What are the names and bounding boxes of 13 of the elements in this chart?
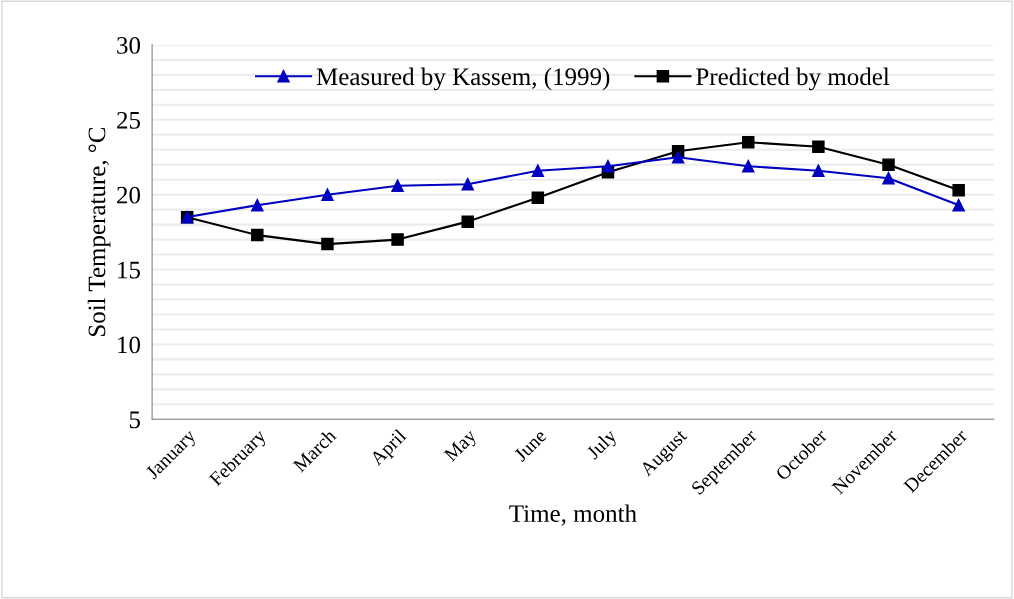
x-tick-label: June — [513, 428, 548, 463]
x-tick-label: May — [443, 428, 481, 465]
x-axis-title: Time, month — [509, 504, 637, 526]
y-tick-label: 15 — [118, 261, 141, 279]
legend-label: Predicted by model — [696, 67, 890, 91]
y-axis-title: Soil Temperature, °C — [87, 127, 111, 337]
y-tick-label: 5 — [129, 411, 141, 429]
y-tick-label: 25 — [117, 111, 141, 129]
legend-label: Measured by Kassem, (1999) — [316, 67, 610, 91]
y-tick-label: 30 — [117, 36, 141, 54]
y-tick-label: 20 — [117, 186, 141, 204]
y-tick-label: 10 — [118, 336, 141, 354]
x-tick-label: July — [585, 427, 621, 463]
